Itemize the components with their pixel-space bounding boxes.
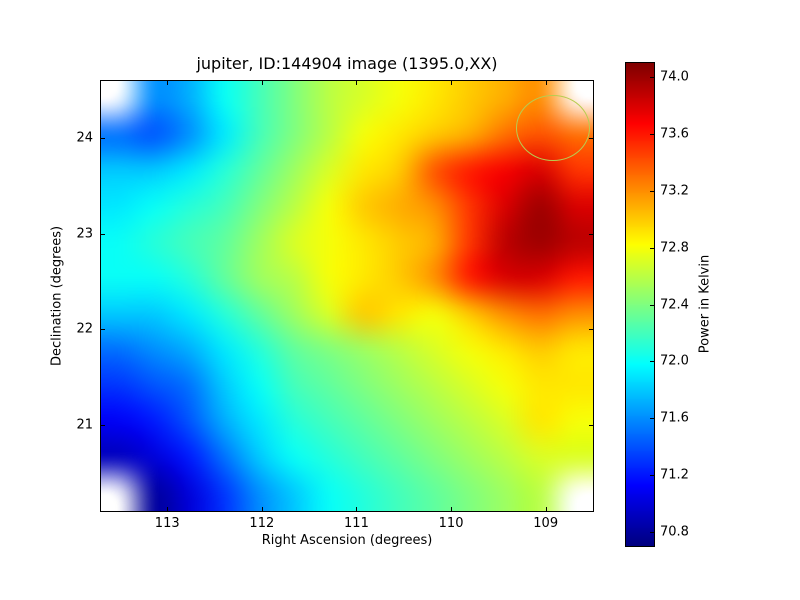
colorbar-tick-label: 74.0: [660, 69, 689, 85]
annotation-circle: [516, 94, 591, 161]
colorbar-tick-mark: [650, 418, 654, 420]
x-tick-mark: [356, 507, 358, 511]
colorbar-tick-mark: [650, 247, 654, 249]
x-tick-label: 113: [154, 516, 180, 531]
colorbar-tick-label: 72.0: [660, 353, 689, 369]
x-tick-mark: [167, 81, 169, 85]
colorbar-tick-mark: [650, 531, 654, 533]
heatmap-canvas: [101, 81, 593, 511]
y-tick-mark: [589, 233, 593, 235]
x-tick-mark: [545, 507, 547, 511]
plot-area: [100, 80, 594, 512]
y-tick-mark: [101, 138, 105, 140]
y-tick-mark: [101, 233, 105, 235]
colorbar: [625, 62, 655, 547]
y-tick-mark: [589, 425, 593, 426]
y-axis-label: Declination (degrees): [49, 225, 65, 367]
colorbar-tick-label: 73.6: [660, 126, 689, 142]
x-tick-label: 111: [344, 516, 369, 531]
y-tick-label: 22: [76, 321, 93, 337]
x-tick-mark: [451, 81, 453, 85]
colorbar-tick-label: 72.8: [660, 240, 689, 256]
y-tick-mark: [101, 425, 105, 426]
x-tick-mark: [261, 507, 263, 511]
colorbar-tick-mark: [650, 304, 654, 306]
colorbar-tick-label: 73.2: [660, 183, 689, 199]
x-tick-mark: [545, 81, 547, 85]
plot-title: jupiter, ID:144904 image (1395.0,XX): [196, 54, 498, 73]
x-tick-label: 109: [533, 516, 559, 531]
colorbar-tick-mark: [650, 474, 654, 476]
colorbar-tick-mark: [650, 361, 654, 363]
colorbar-tick-label: 72.4: [660, 297, 689, 312]
y-tick-mark: [589, 138, 593, 140]
y-tick-label: 21: [76, 417, 93, 433]
colorbar-tick-label: 71.6: [660, 410, 689, 426]
colorbar-tick-label: 70.8: [660, 524, 689, 540]
colorbar-tick-label: 71.2: [660, 467, 689, 483]
colorbar-canvas: [626, 63, 654, 546]
x-tick-label: 110: [438, 516, 464, 531]
colorbar-label: Power in Kelvin: [697, 254, 713, 354]
x-tick-mark: [356, 81, 358, 85]
colorbar-tick-mark: [650, 77, 654, 79]
y-tick-label: 23: [76, 226, 93, 242]
colorbar-tick-mark: [650, 134, 654, 136]
colorbar-tick-mark: [650, 190, 654, 192]
x-tick-mark: [167, 507, 169, 511]
x-tick-mark: [261, 81, 263, 85]
x-tick-label: 112: [249, 516, 275, 531]
y-tick-label: 24: [76, 130, 93, 146]
y-tick-mark: [101, 329, 105, 331]
x-tick-mark: [451, 507, 453, 511]
y-tick-mark: [589, 329, 593, 331]
x-axis-label: Right Ascension (degrees): [261, 533, 433, 548]
